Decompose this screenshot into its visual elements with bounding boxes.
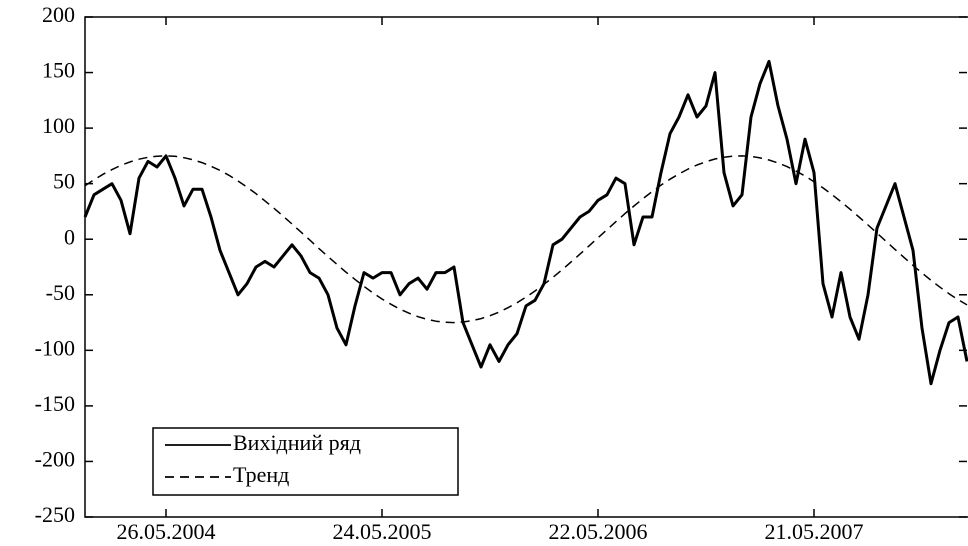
x-tick-label: 22.05.2006 (549, 519, 648, 544)
y-tick-label: -150 (35, 391, 75, 416)
series-line (83, 59, 968, 386)
series-line (84, 155, 968, 324)
x-tick-label: 21.05.2007 (765, 519, 864, 544)
y-tick-label: 50 (53, 169, 75, 194)
x-tick-label: 26.05.2004 (117, 519, 216, 544)
x-tick-label: 24.05.2005 (333, 519, 432, 544)
legend-label: Вихідний ряд (233, 430, 361, 455)
y-tick-label: -250 (35, 502, 75, 527)
y-tick-label: 200 (42, 2, 75, 27)
y-tick-label: 0 (64, 224, 75, 249)
legend-label: Тренд (233, 462, 289, 487)
y-tick-label: -100 (35, 335, 75, 360)
legend-box (152, 427, 459, 496)
y-tick-label: 150 (42, 58, 75, 83)
y-tick-label: -200 (35, 446, 75, 471)
y-tick-label: 100 (42, 113, 75, 138)
y-tick-label: -50 (46, 280, 75, 305)
plot-frame (84, 16, 968, 518)
